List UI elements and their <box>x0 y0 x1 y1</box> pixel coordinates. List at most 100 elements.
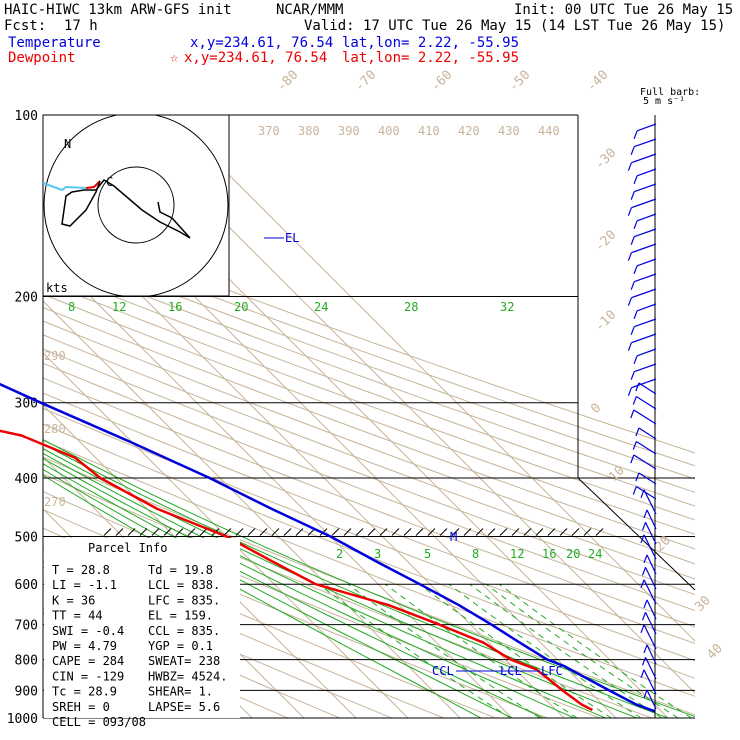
dry-adiabat <box>43 219 695 454</box>
mixing-ratio-label-lower: 16 <box>542 547 556 561</box>
temperature-trace <box>0 382 656 713</box>
dry-adiabat <box>43 566 392 718</box>
hatch-mark <box>571 528 580 536</box>
mixing-ratio-label-upper: 8 <box>68 300 75 314</box>
hodograph-ring-inner <box>97 166 175 244</box>
wind-barb-flag <box>630 409 635 419</box>
theta-label: 400 <box>378 124 400 138</box>
hatch-mark <box>427 528 436 536</box>
dry-adiabat <box>43 280 695 521</box>
hatch-mark <box>487 528 496 536</box>
wind-barb <box>636 348 657 357</box>
wind-barb-flag <box>630 191 635 200</box>
isotherm-label: -10 <box>592 308 619 335</box>
m-label: M <box>450 530 457 544</box>
header-org: NCAR/MMM <box>276 2 343 18</box>
dry-adiabat <box>43 456 695 716</box>
theta-label: 420 <box>458 124 480 138</box>
hatch-mark <box>331 528 340 536</box>
wind-barb <box>636 123 657 132</box>
wind-barb <box>643 534 657 560</box>
theta-label: 410 <box>418 124 440 138</box>
hodograph-trace-low <box>43 182 87 192</box>
hatch-mark <box>151 528 160 536</box>
dry-adiabat <box>43 407 695 662</box>
mixing-ratio-label-lower: 3 <box>374 547 381 561</box>
mixing-ratio-line <box>485 583 679 718</box>
mixing-ratio-label-lower: 8 <box>472 547 479 561</box>
wind-barb <box>643 489 657 515</box>
hodograph-ring-outer <box>43 115 229 296</box>
wind-barb <box>644 657 657 680</box>
hodograph-trace-red <box>85 180 101 189</box>
wind-barb <box>631 153 657 164</box>
wind-barb-flag <box>633 355 638 365</box>
mixing-ratio-label-upper: 32 <box>500 300 514 314</box>
pressure-labels: 100 200 300 400 500 600 700 800 900 1000 <box>7 109 38 727</box>
wind-barb-flag <box>640 534 645 544</box>
wind-barb <box>636 258 657 267</box>
isotherm-label: -70 <box>352 68 379 95</box>
wind-barb <box>638 382 657 395</box>
theta-label-left: 290 <box>44 349 66 363</box>
isotherm-label: -30 <box>592 146 619 173</box>
hatch-mark <box>439 528 448 536</box>
pressure-label-800: 800 <box>15 654 38 669</box>
dewpoint-label: Dewpoint <box>8 50 75 66</box>
wind-barb-flag <box>630 146 635 155</box>
hodograph-label-c: C <box>106 175 113 189</box>
wind-barb-flag <box>627 387 632 396</box>
mixing-ratio-labels: 8 12 16 20 24 28 32 2 3 5 8 12 16 20 24 <box>68 300 602 561</box>
dry-adiabat <box>43 473 652 718</box>
hatch-mark <box>583 528 592 536</box>
wind-barb-flag <box>632 396 637 405</box>
wind-barb-column: Full barb: 5 m s⁻¹ <box>627 87 700 718</box>
hatch-mark <box>115 528 124 536</box>
wind-barb-flag <box>633 130 638 140</box>
lfc-label: LFC <box>541 664 563 678</box>
mixing-ratio-label-lower: 2 <box>336 547 343 561</box>
pressure-label-900: 900 <box>15 684 38 699</box>
parcel-info-left: T = 28.8 <box>52 563 110 577</box>
hatch-mark <box>391 528 400 536</box>
dry-adiabat <box>43 268 695 507</box>
parcel-info-right: SWEAT= 238 <box>148 654 220 668</box>
isotherm-label: 0 <box>588 401 604 417</box>
wind-barb-flag <box>635 472 640 482</box>
freezing-hatch <box>103 528 604 536</box>
dry-adiabat <box>43 255 695 493</box>
wind-barb <box>644 522 657 545</box>
wind-barb <box>634 138 657 148</box>
hatch-mark <box>367 528 376 536</box>
wind-barb <box>634 273 657 283</box>
mixing-ratio-label-upper: 16 <box>168 300 182 314</box>
parcel-info-left: CAPE = 284 <box>52 654 124 668</box>
wind-barb <box>631 198 657 209</box>
hatch-mark <box>499 528 508 536</box>
wind-barb <box>644 567 657 590</box>
wind-barb-flag <box>640 624 645 634</box>
parcel-info-right: Td = 19.8 <box>148 563 213 577</box>
mixing-ratio-label-lower: 5 <box>424 547 431 561</box>
parcel-info-left: LI = -1.1 <box>52 578 117 592</box>
mixing-ratio-label-upper: 24 <box>314 300 328 314</box>
theta-label: 380 <box>298 124 320 138</box>
header-model: HAIC-HIWC 13km ARW-GFS init <box>4 2 232 18</box>
wind-barb <box>646 554 657 575</box>
hatch-mark <box>187 528 196 536</box>
mixing-ratio-line <box>448 583 642 718</box>
hatch-mark <box>343 528 352 536</box>
wind-barb <box>646 509 657 530</box>
dry-adiabat <box>43 243 695 480</box>
hatch-mark <box>511 528 520 536</box>
parcel-markers: EL M CCL LCL LFC <box>264 231 563 678</box>
parcel-info-right: LCL = 838. <box>148 578 220 592</box>
parcel-info-left: TT = 44 <box>52 609 103 623</box>
wind-barb <box>634 318 657 328</box>
header-init: Init: 00 UTC Tue 26 May 15 <box>514 2 733 18</box>
wind-barb-flag <box>643 599 648 609</box>
hatch-mark <box>235 528 244 536</box>
mixing-ratio-line <box>347 583 541 718</box>
dry-adiabat <box>43 306 695 550</box>
